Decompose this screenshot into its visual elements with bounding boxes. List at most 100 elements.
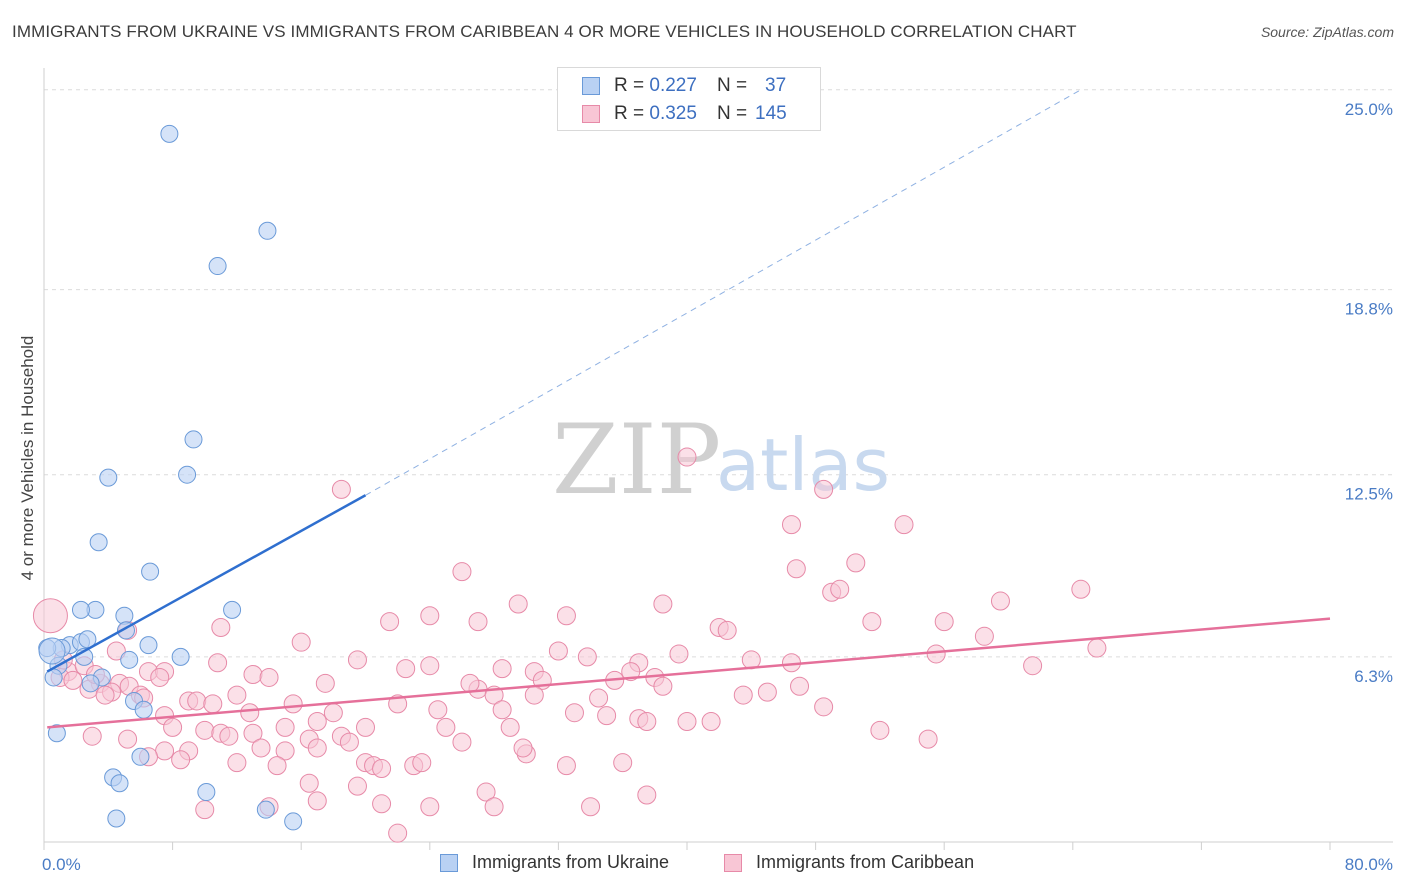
- ukraine-point: [223, 600, 242, 619]
- ukraine-point: [131, 747, 150, 766]
- ukraine-point: [258, 221, 277, 240]
- caribbean-point: [452, 732, 472, 752]
- ukraine-point: [81, 674, 100, 693]
- caribbean-swatch: [724, 853, 742, 872]
- caribbean-point: [275, 741, 295, 761]
- ukraine-point: [110, 774, 129, 793]
- caribbean-point: [484, 797, 504, 817]
- caribbean-point: [163, 717, 183, 737]
- caribbean-point: [577, 647, 597, 667]
- caribbean-point: [307, 712, 327, 732]
- ukraine-trend-extension: [365, 89, 1082, 496]
- caribbean-point: [934, 612, 954, 632]
- caribbean-point: [259, 667, 279, 687]
- ukraine-point: [184, 430, 203, 449]
- bottom-legend-caribbean: Immigrants from Caribbean: [724, 852, 974, 873]
- caribbean-point: [500, 717, 520, 737]
- caribbean-point: [291, 632, 311, 652]
- caribbean-point: [283, 694, 303, 714]
- caribbean-point: [476, 782, 496, 802]
- caribbean-point: [460, 673, 480, 693]
- caribbean-point: [95, 685, 115, 705]
- caribbean-point: [918, 729, 938, 749]
- caribbean-point: [814, 697, 834, 717]
- y-tick-label: 12.5%: [1345, 485, 1393, 504]
- ukraine-point: [107, 809, 126, 828]
- legend-row-caribbean: R = 0.325 N = 145: [582, 101, 787, 127]
- caribbean-point: [82, 726, 102, 746]
- ukraine-point: [120, 650, 139, 669]
- ukraine-point: [284, 812, 303, 831]
- caribbean-point: [757, 682, 777, 702]
- source-label: Source: ZipAtlas.com: [1260, 24, 1394, 40]
- bottom-legend-ukraine: Immigrants from Ukraine: [440, 852, 669, 873]
- caribbean-point: [227, 685, 247, 705]
- ukraine-point: [139, 636, 158, 655]
- caribbean-point: [894, 515, 914, 535]
- caribbean-point: [701, 712, 721, 732]
- legend-r-label: R =: [614, 103, 645, 124]
- caribbean-point: [613, 753, 633, 773]
- ukraine-swatch: [582, 77, 600, 95]
- caribbean-swatch: [582, 105, 600, 123]
- caribbean-point: [388, 694, 408, 714]
- watermark: ZIP atlas: [552, 404, 890, 516]
- caribbean-point: [589, 688, 609, 708]
- caribbean-point: [717, 620, 737, 640]
- ukraine-point: [160, 124, 179, 143]
- caribbean-point: [790, 676, 810, 696]
- chart-title: IMMIGRANTS FROM UKRAINE VS IMMIGRANTS FR…: [12, 22, 1077, 41]
- caribbean-point: [564, 703, 584, 723]
- caribbean-point: [307, 791, 327, 811]
- y-tick-labels: 6.3% 12.5% 18.8% 25.0%: [1345, 100, 1393, 686]
- caribbean-point: [862, 612, 882, 632]
- caribbean-point: [420, 656, 440, 676]
- caribbean-point: [307, 738, 327, 758]
- ukraine-point: [141, 562, 160, 581]
- watermark-atlas: atlas: [716, 423, 890, 507]
- caribbean-point: [548, 641, 568, 661]
- bottom-legend-caribbean-label: Immigrants from Caribbean: [756, 852, 975, 872]
- y-axis-label: 4 or more Vehicles in Household: [18, 336, 37, 581]
- x-tick-max: 80.0%: [1345, 855, 1393, 874]
- caribbean-point: [106, 641, 126, 661]
- caribbean-point: [556, 606, 576, 626]
- grid-lines: [44, 89, 1393, 658]
- ukraine-point: [197, 783, 216, 802]
- caribbean-point: [733, 685, 753, 705]
- ukraine-point: [99, 468, 118, 487]
- caribbean-point: [669, 644, 689, 664]
- axes: [43, 68, 1393, 850]
- caribbean-point: [508, 594, 528, 614]
- caribbean-trend-line: [47, 617, 1331, 729]
- caribbean-point: [990, 591, 1010, 611]
- caribbean-point: [830, 579, 850, 599]
- caribbean-point: [452, 562, 472, 582]
- caribbean-point: [243, 665, 263, 685]
- caribbean-point: [150, 667, 170, 687]
- caribbean-point: [653, 594, 673, 614]
- caribbean-point: [315, 673, 335, 693]
- legend-n-ukraine: 37: [765, 75, 787, 96]
- caribbean-point: [974, 626, 994, 646]
- caribbean-point: [436, 717, 456, 737]
- caribbean-point: [240, 703, 260, 723]
- caribbean-point: [339, 732, 359, 752]
- caribbean-point: [492, 659, 512, 679]
- caribbean-point: [32, 598, 68, 634]
- caribbean-point: [420, 797, 440, 817]
- legend-r-label: R =: [614, 75, 645, 96]
- ukraine-point: [178, 465, 197, 484]
- caribbean-point: [388, 823, 408, 843]
- caribbean-point: [187, 691, 207, 711]
- caribbean-point: [581, 797, 601, 817]
- legend-n-caribbean: 145: [755, 103, 787, 124]
- caribbean-point: [63, 670, 83, 690]
- caribbean-point: [171, 750, 191, 770]
- caribbean-point: [203, 694, 223, 714]
- caribbean-point: [653, 676, 673, 696]
- caribbean-point: [195, 800, 215, 820]
- caribbean-point: [347, 650, 367, 670]
- trend-lines: [46, 89, 1331, 729]
